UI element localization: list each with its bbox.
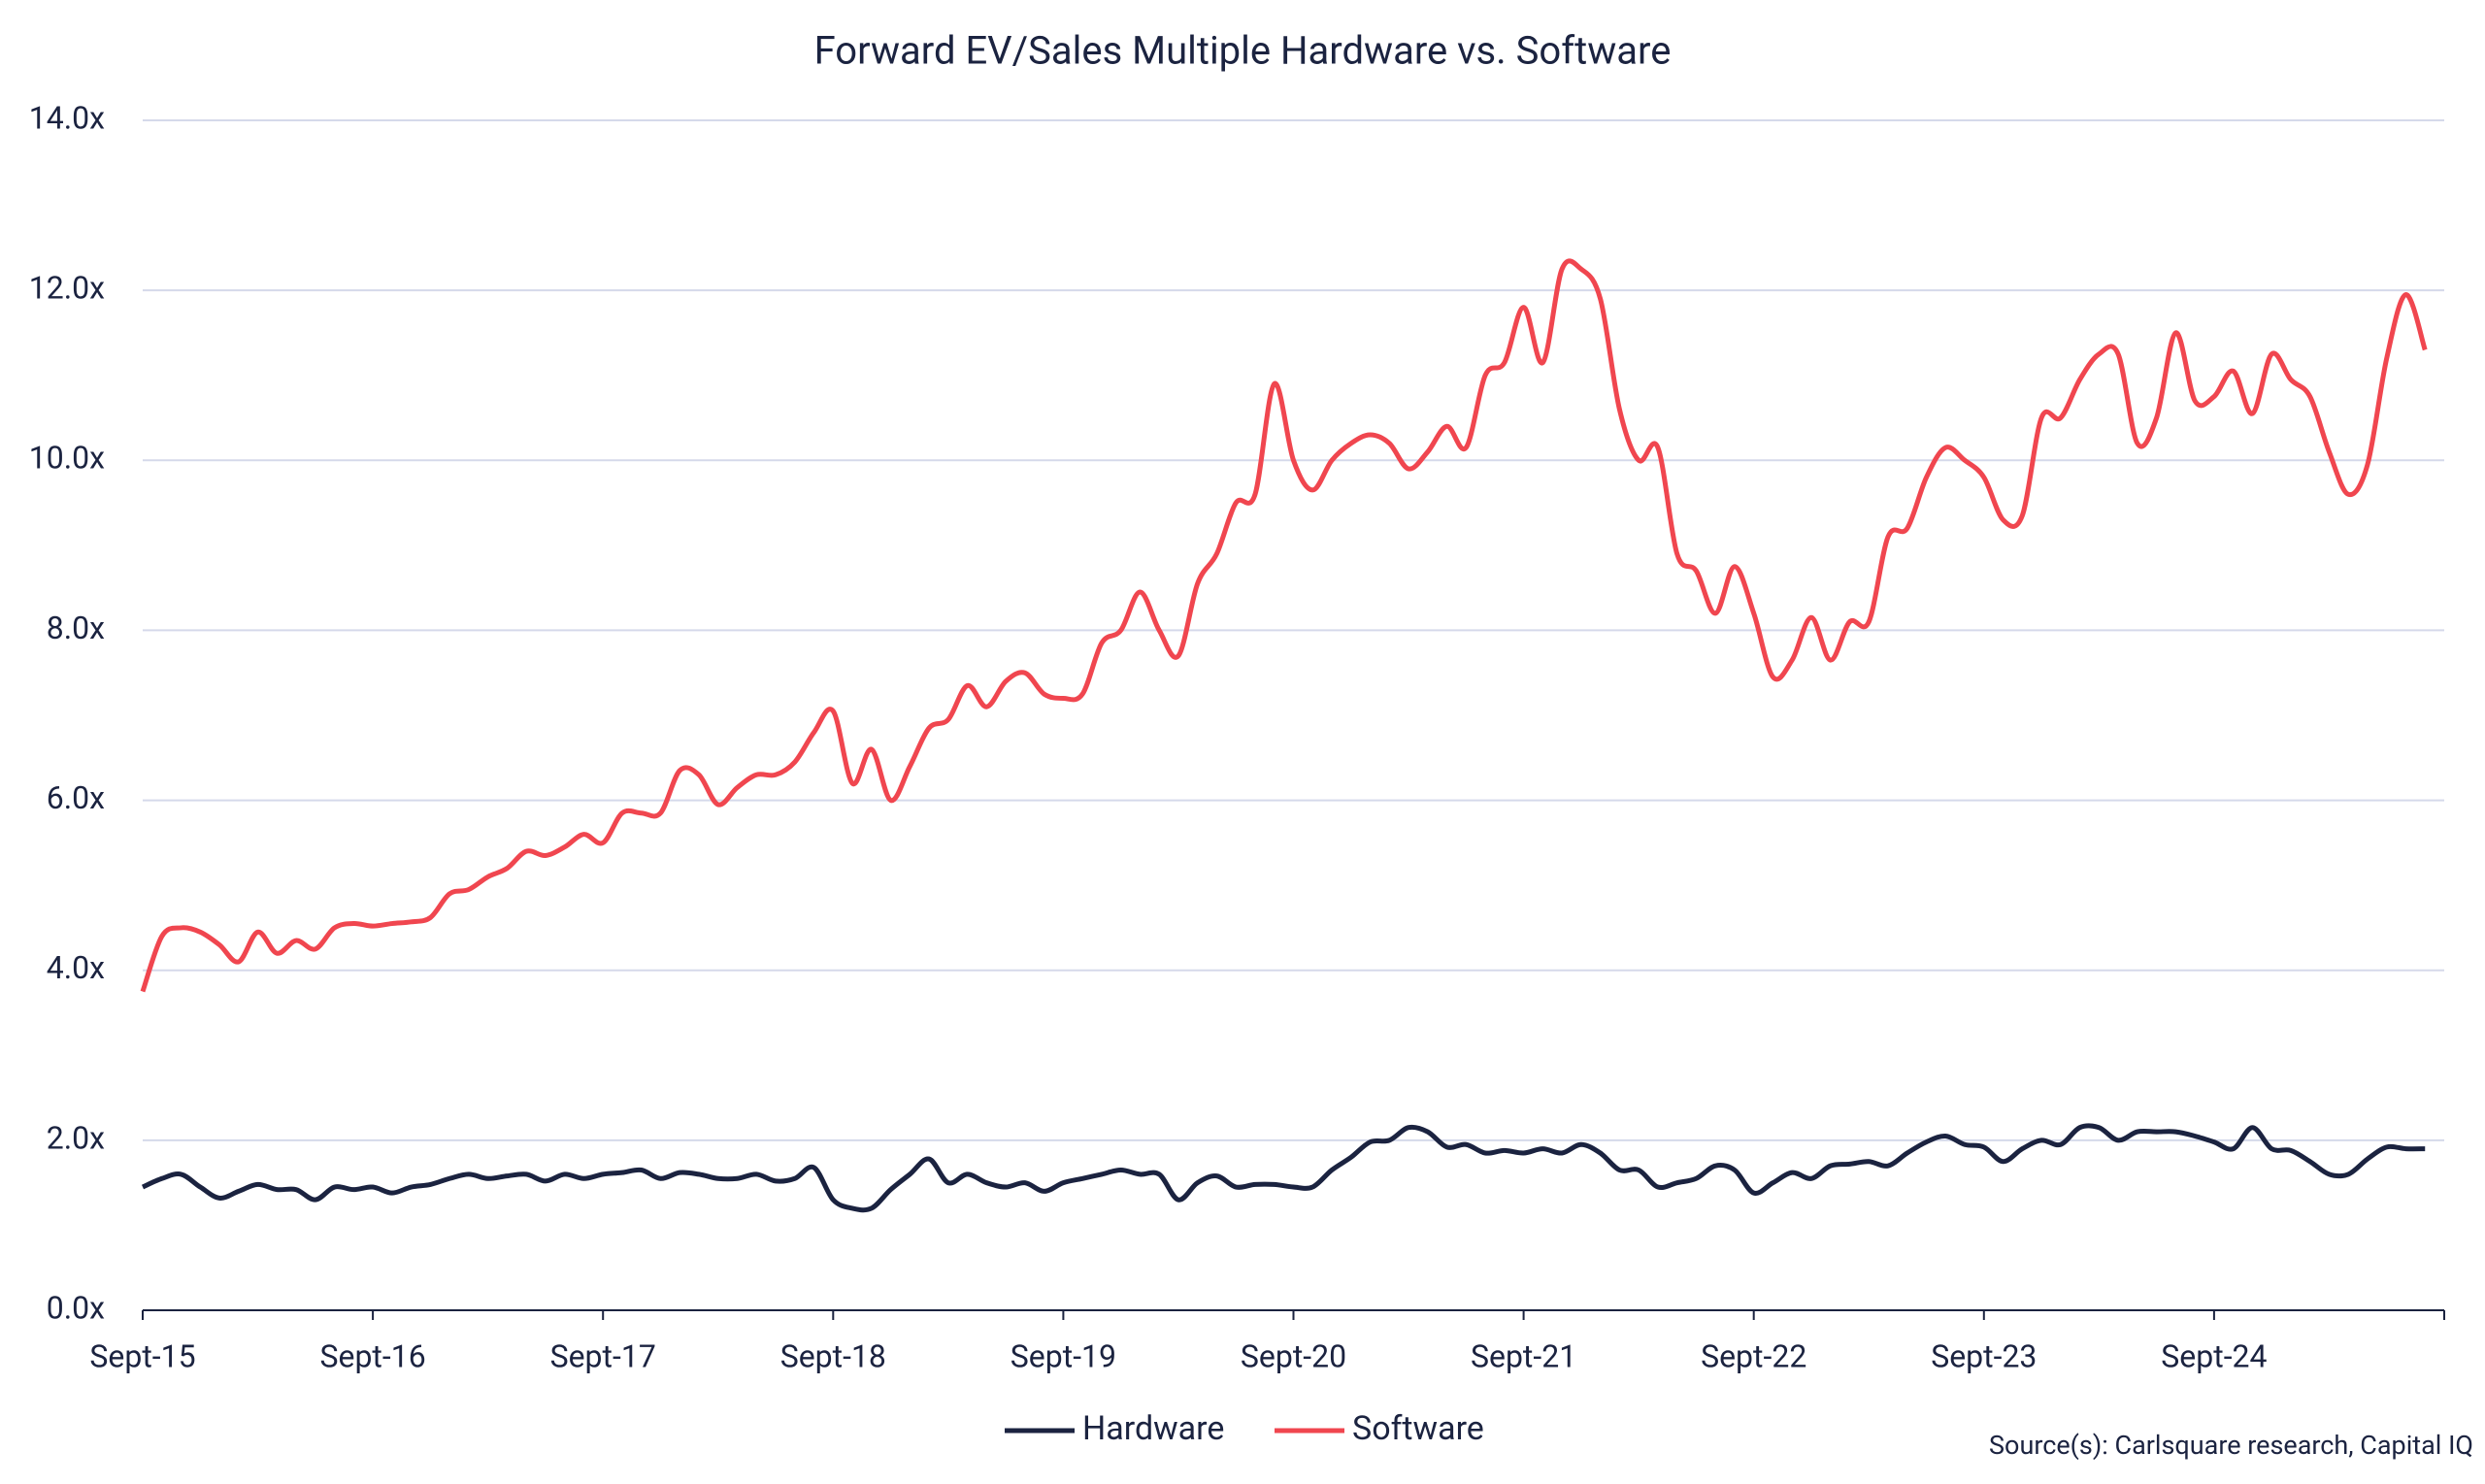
y-tick-label: 12.0x [29, 270, 105, 307]
x-tick-label: Sept-19 [1011, 1337, 1116, 1374]
x-tick-label: Sept-18 [780, 1337, 886, 1374]
legend-label: Hardware [1082, 1409, 1224, 1448]
y-tick-label: 4.0x [47, 949, 105, 986]
x-tick-label: Sept-20 [1241, 1337, 1346, 1374]
x-tick-label: Sept-24 [2161, 1337, 2267, 1374]
legend-label: Software [1352, 1409, 1484, 1448]
source-note: Source(s): Carlsquare research, Capital … [1989, 1430, 2473, 1461]
x-tick-label: Sept-22 [1701, 1337, 1806, 1374]
series-line [141, 1123, 2426, 1213]
y-tick-label: 2.0x [47, 1119, 105, 1156]
y-tick-label: 6.0x [47, 779, 105, 816]
x-tick-label: Sept-17 [550, 1337, 656, 1374]
series-line [140, 258, 2428, 993]
x-tick-label: Sept-23 [1931, 1337, 2037, 1374]
y-tick-label: 8.0x [47, 610, 105, 646]
x-tick-label: Sept-15 [89, 1337, 195, 1374]
y-tick-label: 14.0x [29, 99, 105, 136]
y-tick-label: 0.0x [47, 1289, 105, 1326]
y-tick-label: 10.0x [29, 440, 105, 477]
x-tick-label: Sept-16 [319, 1337, 425, 1374]
chart-title: Forward EV/Sales Multiple Hardware vs. S… [814, 28, 1672, 74]
x-tick-label: Sept-21 [1471, 1337, 1576, 1374]
